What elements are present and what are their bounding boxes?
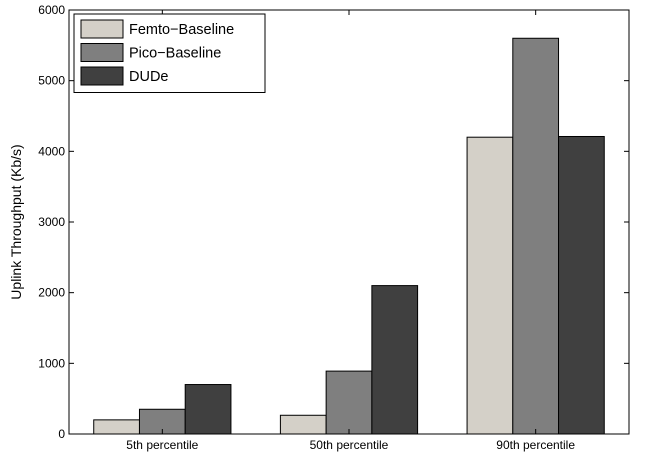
bar-femto-baseline-1 bbox=[279, 414, 327, 435]
x-axis: 5th percentile 50th percentile 90th percen… bbox=[126, 10, 575, 452]
y-tick-label: 4000 bbox=[38, 144, 65, 158]
x-tick-label: 90th percentile bbox=[496, 438, 575, 452]
bar-dude-1 bbox=[371, 285, 419, 435]
bar-dude-0 bbox=[184, 384, 232, 435]
bar-pico-baseline-1 bbox=[325, 370, 373, 435]
legend: Femto−Baseline Pico−Baseline DUDe bbox=[73, 13, 266, 93]
bar-dude-2 bbox=[558, 135, 605, 435]
legend-swatch bbox=[80, 19, 124, 39]
y-axis-label: Uplink Throughput (Kb/s) bbox=[8, 144, 24, 299]
legend-label: DUDe bbox=[129, 69, 168, 85]
bar-femto-baseline-0 bbox=[93, 419, 140, 435]
y-tick-label: 1000 bbox=[38, 356, 65, 370]
legend-label: Femto−Baseline bbox=[129, 22, 234, 38]
y-tick-label: 0 bbox=[58, 427, 65, 441]
x-tick-label: 50th percentile bbox=[310, 438, 389, 452]
y-tick-label: 6000 bbox=[38, 3, 65, 17]
y-tick-label: 2000 bbox=[38, 286, 65, 300]
x-tick-label: 5th percentile bbox=[126, 438, 198, 452]
bars-group bbox=[93, 37, 605, 435]
legend-label: Pico−Baseline bbox=[129, 46, 221, 62]
bar-pico-baseline-2 bbox=[512, 37, 560, 435]
legend-swatch bbox=[80, 43, 124, 62]
bar-femto-baseline-2 bbox=[466, 136, 514, 435]
y-axis: 0 1000 2000 3000 4000 5000 6000 bbox=[38, 3, 629, 441]
y-tick-label: 3000 bbox=[38, 215, 65, 229]
y-tick-label: 5000 bbox=[38, 74, 65, 88]
legend-swatch bbox=[80, 66, 124, 86]
